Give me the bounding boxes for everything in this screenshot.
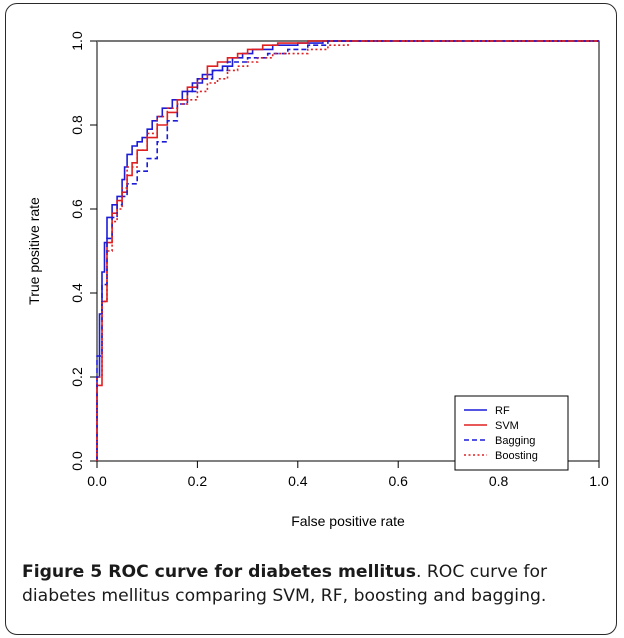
legend: RF SVM Bagging Boosting bbox=[454, 395, 569, 471]
y-tick-label: 0.4 bbox=[69, 283, 85, 303]
legend-label: RF bbox=[495, 405, 510, 417]
legend-label: Boosting bbox=[495, 450, 538, 462]
y-tick-label: 0.6 bbox=[69, 199, 85, 219]
x-tick-label: 0.2 bbox=[188, 473, 208, 489]
x-tick-label: 0.0 bbox=[87, 473, 107, 489]
figure-caption: Figure 5 ROC curve for diabetes mellitus… bbox=[22, 560, 607, 608]
x-tick-label: 0.4 bbox=[288, 473, 308, 489]
y-tick-label: 0.0 bbox=[69, 451, 85, 471]
roc-chart: 0.0 0.2 0.4 0.6 0.8 1.0 0.0 0.2 0.4 0.6 0.8 1.0 RF S… bbox=[26, 31, 609, 529]
roc-line-svm bbox=[96, 40, 599, 461]
roc-line-boosting bbox=[96, 40, 599, 461]
roc-curves bbox=[96, 40, 599, 461]
y-tick-label: 1.0 bbox=[69, 31, 85, 51]
legend-label: Bagging bbox=[495, 435, 535, 447]
x-tick-label: 0.8 bbox=[489, 473, 509, 489]
x-tick-label: 0.6 bbox=[388, 473, 408, 489]
figure-frame bbox=[5, 3, 617, 635]
caption-text: . ROC curve for diabetes mellitus compar… bbox=[22, 562, 548, 606]
legend-label: SVM bbox=[495, 420, 519, 432]
legend-box bbox=[454, 395, 569, 471]
caption-title: Figure 5 ROC curve for diabetes mellitus bbox=[22, 562, 416, 582]
y-axis-label: True positive rate bbox=[26, 197, 42, 305]
x-tick-label: 1.0 bbox=[589, 473, 609, 489]
x-axis-label: False positive rate bbox=[291, 513, 405, 529]
y-tick-label: 0.2 bbox=[69, 367, 85, 387]
y-tick-label: 0.8 bbox=[69, 115, 85, 135]
